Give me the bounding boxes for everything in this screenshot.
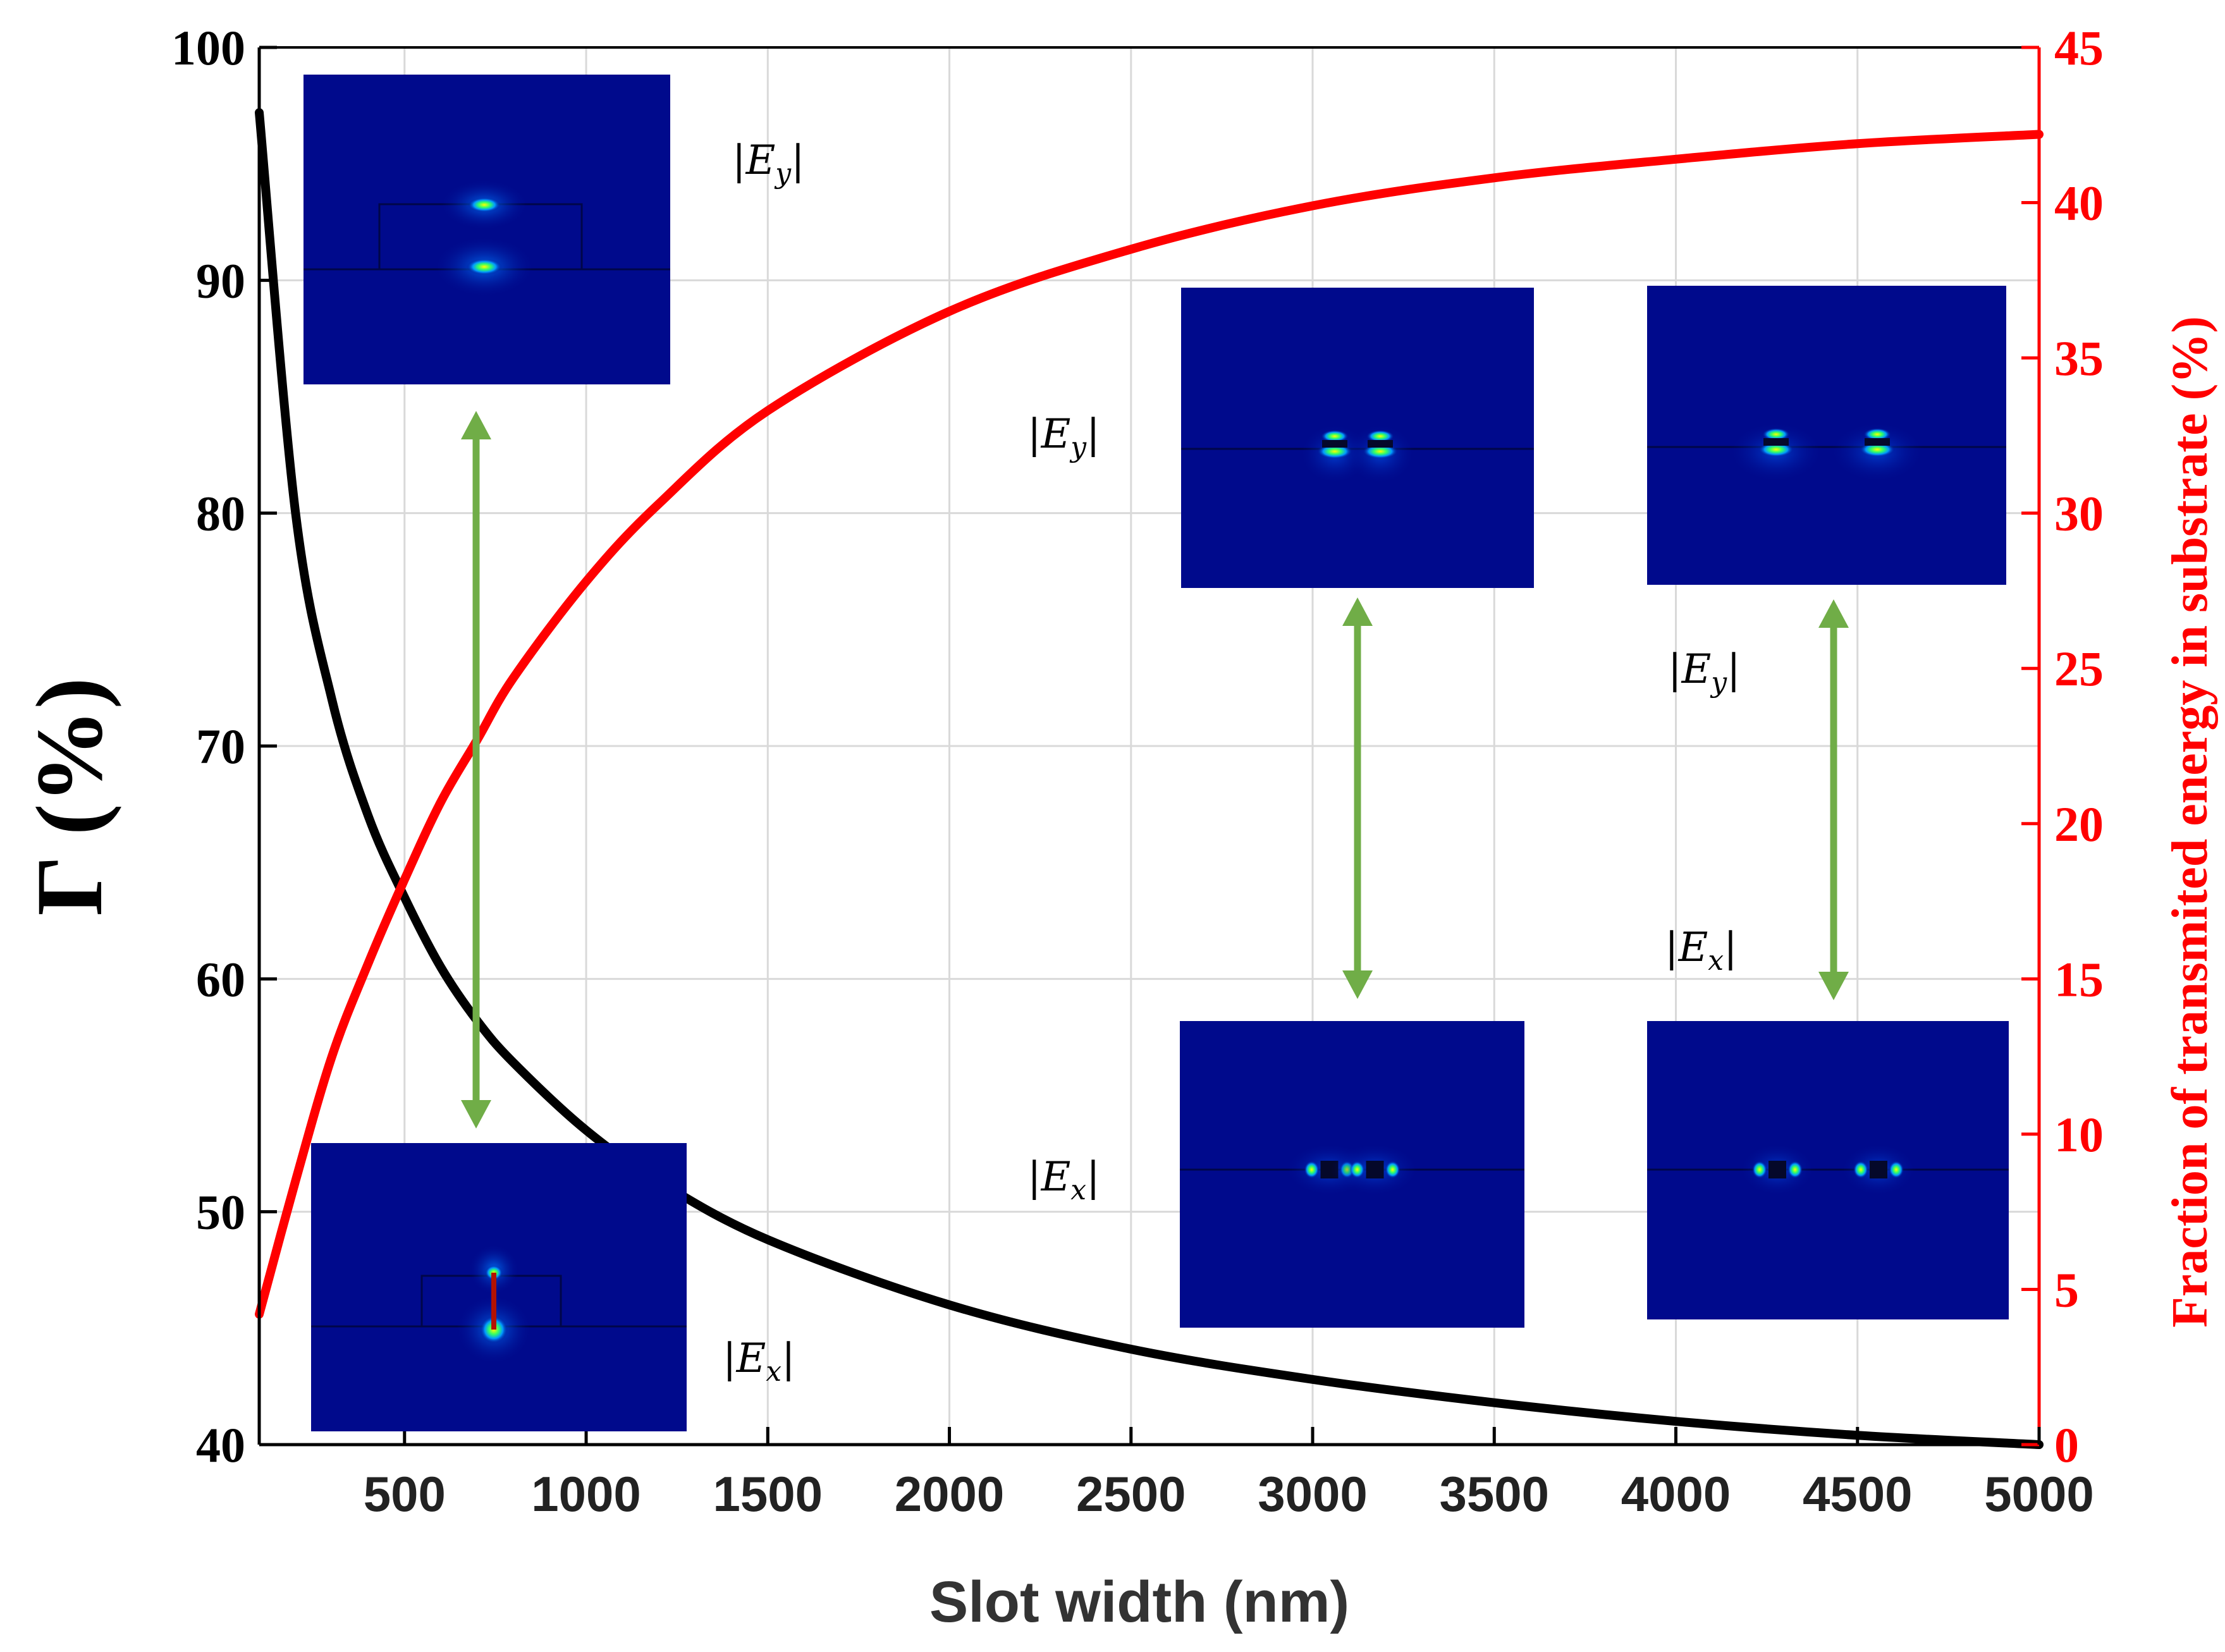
- arrow-head-top: [1342, 597, 1373, 626]
- x-tick-label-4: 2500: [1076, 1466, 1186, 1522]
- field-label-subscript: y: [1069, 431, 1087, 463]
- y2-tick-label-9: 45: [2054, 20, 2104, 75]
- field-label-symbol: |E: [723, 1335, 766, 1382]
- field-label-5: |Ey|: [1668, 646, 1741, 699]
- y-tick-label-2: 60: [196, 951, 245, 1006]
- field-inset-1: [303, 75, 670, 384]
- inset-slab: [1768, 1161, 1786, 1178]
- field-label-bar: |: [791, 137, 805, 184]
- fraction-series-line: [255, 130, 2044, 1319]
- field-hotspot: [1321, 430, 1349, 443]
- x-tick-label-9: 5000: [1984, 1466, 2094, 1522]
- arrow-head-bottom: [461, 1100, 491, 1129]
- y2-tick-label-6: 30: [2054, 486, 2104, 541]
- y2-tick-label-8: 40: [2054, 176, 2104, 231]
- y2-tick-label-3: 15: [2054, 951, 2104, 1006]
- field-hotspot: [1762, 428, 1790, 441]
- field-hotspot: [1304, 1161, 1320, 1178]
- inset-slab: [1870, 1161, 1887, 1178]
- field-label-bar: |: [1727, 646, 1741, 693]
- field-label-1: |Ey|: [732, 137, 805, 190]
- y-axis-label: Γ (%): [17, 677, 122, 915]
- field-inset-4: [1647, 286, 2006, 585]
- double-arrow-3: [1818, 599, 1849, 1000]
- field-hotspot: [468, 197, 501, 212]
- inset-background: [1647, 286, 2006, 585]
- field-inset-3: [1181, 288, 1534, 588]
- field-hotspot: [1366, 430, 1394, 443]
- field-label-bar: |: [1724, 924, 1738, 971]
- inset-slab: [1366, 1161, 1384, 1178]
- field-label-4: |Ex|: [1027, 1154, 1100, 1206]
- arrow-head-top: [461, 411, 491, 439]
- field-inset-6: [1647, 1021, 2009, 1319]
- inset-slab: [1763, 438, 1789, 446]
- field-hotspot: [1863, 428, 1891, 441]
- inset-slab: [1368, 440, 1393, 448]
- field-inset-2: [311, 1143, 687, 1431]
- field-label-bar: |: [782, 1335, 795, 1382]
- inset-slab: [1322, 440, 1347, 448]
- y-tick-label-4: 80: [196, 486, 245, 541]
- x-tick-label-2: 1500: [713, 1466, 823, 1522]
- field-label-subscript: x: [766, 1355, 782, 1388]
- y2-tick-label-2: 10: [2054, 1107, 2104, 1162]
- y2-tick-label-4: 20: [2054, 797, 2104, 852]
- x-axis-label: Slot width (nm): [929, 1570, 1349, 1634]
- x-tick-label-6: 3500: [1439, 1466, 1549, 1522]
- y-tick-label-6: 100: [171, 20, 245, 75]
- field-hotspot: [467, 259, 502, 275]
- field-label-2: |Ex|: [723, 1335, 795, 1388]
- field-hotspot: [1752, 1161, 1767, 1178]
- y-tick-label-1: 50: [196, 1185, 245, 1240]
- field-label-symbol: |E: [1027, 411, 1070, 458]
- y-tick-label-3: 70: [196, 719, 245, 774]
- x-tick-label-7: 4000: [1621, 1466, 1731, 1522]
- field-label-bar: |: [1086, 411, 1100, 458]
- x-tick-label-3: 2000: [895, 1466, 1005, 1522]
- inset-slab: [1865, 438, 1890, 446]
- field-label-symbol: |E: [1668, 646, 1711, 693]
- y-tick-label-5: 90: [196, 253, 245, 308]
- double-arrow-2: [1342, 597, 1373, 999]
- field-hotspot: [1853, 1161, 1868, 1178]
- field-label-subscript: y: [1710, 666, 1727, 699]
- field-hotspot: [1787, 1161, 1803, 1178]
- field-hotspot: [1889, 1161, 1904, 1178]
- field-inset-5: [1180, 1021, 1524, 1328]
- arrow-head-top: [1818, 599, 1849, 628]
- field-label-6: |Ex|: [1665, 924, 1738, 977]
- y2-tick-label-1: 5: [2054, 1262, 2079, 1317]
- x-tick-label-5: 3000: [1258, 1466, 1368, 1522]
- field-label-symbol: |E: [1027, 1154, 1070, 1201]
- field-label-subscript: y: [774, 157, 792, 190]
- field-hotspot: [1349, 1161, 1365, 1178]
- field-label-symbol: |E: [1665, 924, 1708, 971]
- field-label-bar: |: [1086, 1154, 1100, 1201]
- y-tick-label-0: 40: [196, 1417, 245, 1472]
- field-label-symbol: |E: [732, 137, 775, 184]
- double-arrow-1: [461, 411, 491, 1129]
- x-tick-label-8: 4500: [1803, 1466, 1913, 1522]
- field-hotspot: [1385, 1161, 1401, 1178]
- field-label-3: |Ey|: [1027, 411, 1100, 463]
- field-label-subscript: x: [1708, 945, 1724, 977]
- x-tick-label-1: 1000: [531, 1466, 641, 1522]
- y2-tick-label-7: 35: [2054, 331, 2104, 386]
- field-label-subscript: x: [1070, 1174, 1086, 1206]
- x-tick-label-0: 500: [364, 1466, 446, 1522]
- inset-slot-field: [491, 1273, 496, 1330]
- y2-tick-label-0: 0: [2054, 1417, 2079, 1472]
- y2-tick-label-5: 25: [2054, 641, 2104, 696]
- y2-axis-label: Fraction of transmited energy in substra…: [2162, 316, 2218, 1328]
- arrow-head-bottom: [1818, 972, 1849, 1000]
- arrow-head-bottom: [1342, 970, 1373, 999]
